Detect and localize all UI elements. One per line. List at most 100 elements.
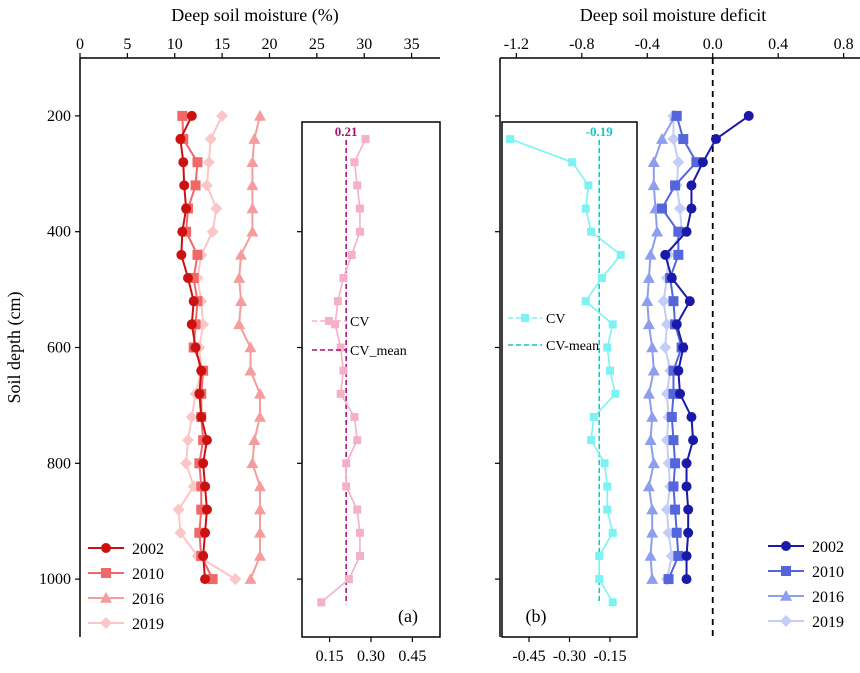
x-tick-label: 0.8 [834, 36, 854, 53]
legend-marker [101, 568, 111, 578]
cv-point [331, 320, 340, 329]
cv-point [603, 482, 612, 491]
y-tick-label: 600 [47, 340, 71, 357]
data-point [646, 503, 659, 515]
data-point [254, 109, 266, 121]
data-point [678, 134, 689, 145]
data-point [179, 180, 190, 191]
cv-mean-label: 0.21 [335, 124, 358, 139]
data-point [660, 249, 671, 260]
data-point [681, 574, 692, 585]
cv-point [608, 598, 617, 607]
cv-point [317, 598, 326, 607]
data-point [651, 225, 664, 237]
cv-point [611, 389, 620, 398]
data-point [671, 319, 682, 330]
data-point [190, 342, 201, 353]
cv-mean-legend-label: CV_mean [350, 344, 407, 359]
inset-x-tick-label: 0.30 [357, 648, 385, 665]
x-tick-label: 0 [76, 36, 84, 53]
data-point [668, 435, 679, 446]
data-point [667, 133, 680, 146]
data-point [181, 203, 192, 214]
data-point [246, 457, 259, 469]
x-tick-label: 30 [356, 36, 372, 53]
data-point [196, 504, 207, 515]
cv-legend-label: CV [546, 312, 565, 327]
legend-marker [100, 592, 112, 603]
data-point [660, 503, 673, 516]
data-point [175, 134, 186, 145]
data-point [681, 550, 692, 561]
data-point [207, 574, 218, 585]
data-point [248, 133, 261, 144]
data-point [647, 457, 660, 469]
cv-point [355, 551, 364, 560]
y-axis-title: Soil depth (cm) [4, 292, 25, 404]
data-point [174, 526, 187, 539]
legend-marker [781, 566, 791, 576]
data-point [254, 387, 266, 399]
data-point [202, 156, 215, 169]
data-point [675, 388, 685, 399]
data-point [246, 156, 259, 168]
data-point [206, 225, 219, 238]
data-point [200, 179, 213, 192]
cv-point [350, 412, 359, 421]
data-point [672, 156, 685, 169]
y-tick-label: 400 [47, 224, 71, 241]
cv-point [581, 297, 590, 306]
cv-point [336, 389, 345, 398]
data-point [656, 133, 668, 144]
data-point [646, 573, 659, 584]
data-point [244, 364, 257, 376]
data-point [176, 249, 187, 260]
data-point [200, 574, 211, 585]
data-point [668, 388, 679, 399]
cv-legend-marker [521, 314, 529, 322]
panel-b: -1.2 -0.8 -0.4 0.0 0.4 0.8 Deep soil moisture … [495, 5, 860, 665]
data-point [172, 503, 185, 516]
data-point [233, 272, 246, 283]
cv-point [595, 575, 604, 584]
data-point [188, 273, 199, 284]
data-point [659, 341, 672, 354]
data-point [670, 458, 681, 469]
x-axis-title: Deep soil moisture (%) [171, 5, 338, 26]
data-point [235, 295, 248, 306]
x-tick-label: 5 [123, 36, 131, 53]
data-point [642, 480, 655, 492]
data-point [194, 388, 205, 399]
x-tick-label: 0.4 [768, 36, 788, 53]
data-point [233, 318, 246, 330]
data-point [673, 550, 684, 561]
cv-point [342, 482, 351, 491]
series-2002 [660, 110, 754, 585]
inset-x-tick-label: -0.30 [553, 648, 586, 665]
data-point [681, 226, 692, 237]
cv-point [339, 274, 348, 283]
data-point [186, 110, 197, 121]
cv-point [606, 366, 614, 375]
data-point [246, 202, 259, 214]
data-point [196, 365, 207, 376]
data-point [186, 319, 197, 330]
data-point [641, 295, 654, 306]
cv-point [342, 459, 351, 468]
data-point [180, 457, 193, 470]
cv-point [350, 158, 359, 167]
cv-point [347, 250, 356, 259]
cv-point [584, 181, 593, 190]
data-point [684, 296, 695, 307]
cv-point [587, 227, 596, 236]
data-point [688, 435, 699, 446]
data-point [697, 157, 708, 168]
cv-point [339, 366, 348, 375]
data-point [248, 434, 261, 445]
data-point [683, 527, 694, 538]
cv-point [355, 528, 364, 537]
data-point [743, 110, 754, 121]
y-tick-label: 1000 [39, 571, 71, 588]
cv-mean-label: -0.19 [586, 124, 614, 139]
x-tick-label: -0.4 [635, 36, 660, 53]
